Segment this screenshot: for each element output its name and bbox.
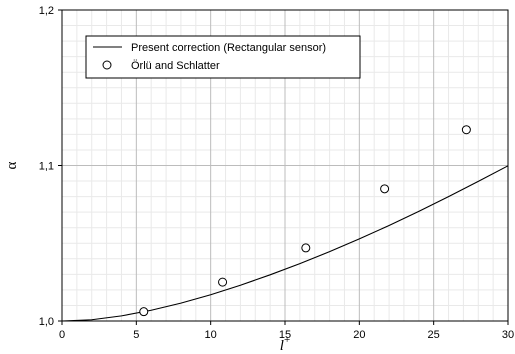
data-point-orlu-schlatter [461, 125, 471, 135]
data-point-orlu-schlatter [380, 184, 390, 194]
x-tick-label: 25 [428, 329, 440, 341]
y-axis-title: α [4, 161, 20, 169]
data-point-orlu-schlatter [139, 307, 149, 317]
x-tick-label: 0 [59, 329, 65, 341]
series-layer [61, 125, 509, 322]
axis-ticks [58, 9, 509, 325]
series-line-present-correction [61, 165, 509, 322]
tick-labels: 0 5 10 15 20 25 30 1,0 1,1 1,2 [39, 5, 514, 341]
y-tick-label: 1,1 [39, 161, 54, 173]
legend-marker-swatch [102, 60, 112, 70]
x-tick-label: 30 [502, 329, 514, 341]
legend-label-present-correction: Present correction (Rectangular sensor) [131, 42, 326, 54]
data-point-orlu-schlatter [301, 243, 311, 253]
y-tick-label: 1,0 [39, 316, 54, 328]
x-tick-label: 5 [133, 329, 139, 341]
x-axis-title-superscript: + [284, 334, 290, 346]
data-point-orlu-schlatter [218, 277, 228, 287]
x-tick-label: 20 [353, 329, 365, 341]
x-axis-title: l+ [280, 334, 290, 354]
legend: Present correction (Rectangular sensor) … [85, 35, 361, 79]
legend-box [85, 35, 361, 79]
legend-label-orlu-schlatter: Örlü and Schlatter [131, 60, 220, 72]
x-axis-title-main: l [280, 338, 284, 354]
y-tick-label: 1,2 [39, 5, 54, 17]
x-tick-label: 10 [205, 329, 217, 341]
x-tick-label: 15 [279, 329, 291, 341]
